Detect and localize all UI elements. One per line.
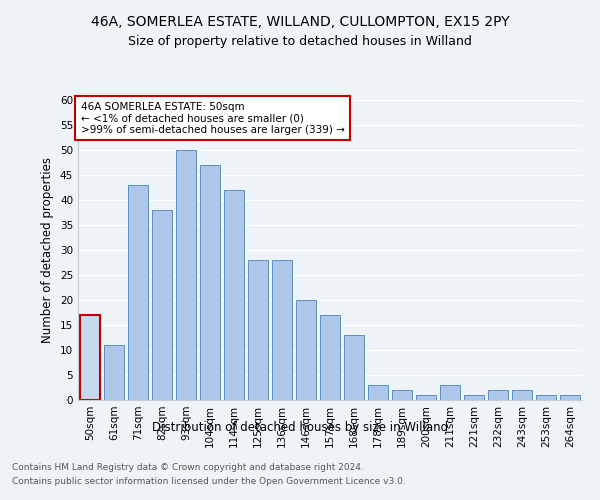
Bar bbox=[416, 395, 436, 400]
Bar bbox=[200, 165, 220, 400]
Bar bbox=[224, 190, 244, 400]
Bar bbox=[248, 260, 268, 400]
Bar bbox=[320, 315, 340, 400]
Bar bbox=[80, 315, 100, 400]
Bar bbox=[536, 395, 556, 400]
Text: 46A SOMERLEA ESTATE: 50sqm
← <1% of detached houses are smaller (0)
>99% of semi: 46A SOMERLEA ESTATE: 50sqm ← <1% of deta… bbox=[80, 102, 344, 134]
Bar bbox=[344, 335, 364, 400]
Text: Contains HM Land Registry data © Crown copyright and database right 2024.: Contains HM Land Registry data © Crown c… bbox=[12, 463, 364, 472]
Bar bbox=[440, 385, 460, 400]
Text: 46A, SOMERLEA ESTATE, WILLAND, CULLOMPTON, EX15 2PY: 46A, SOMERLEA ESTATE, WILLAND, CULLOMPTO… bbox=[91, 16, 509, 30]
Bar bbox=[488, 390, 508, 400]
Bar bbox=[272, 260, 292, 400]
Bar bbox=[176, 150, 196, 400]
Bar bbox=[104, 345, 124, 400]
Bar bbox=[512, 390, 532, 400]
Bar bbox=[560, 395, 580, 400]
Text: Distribution of detached houses by size in Willand: Distribution of detached houses by size … bbox=[152, 421, 448, 434]
Bar bbox=[464, 395, 484, 400]
Bar bbox=[392, 390, 412, 400]
Text: Contains public sector information licensed under the Open Government Licence v3: Contains public sector information licen… bbox=[12, 476, 406, 486]
Bar bbox=[152, 210, 172, 400]
Text: Size of property relative to detached houses in Willand: Size of property relative to detached ho… bbox=[128, 34, 472, 48]
Bar bbox=[128, 185, 148, 400]
Bar bbox=[368, 385, 388, 400]
Bar bbox=[296, 300, 316, 400]
Y-axis label: Number of detached properties: Number of detached properties bbox=[41, 157, 55, 343]
